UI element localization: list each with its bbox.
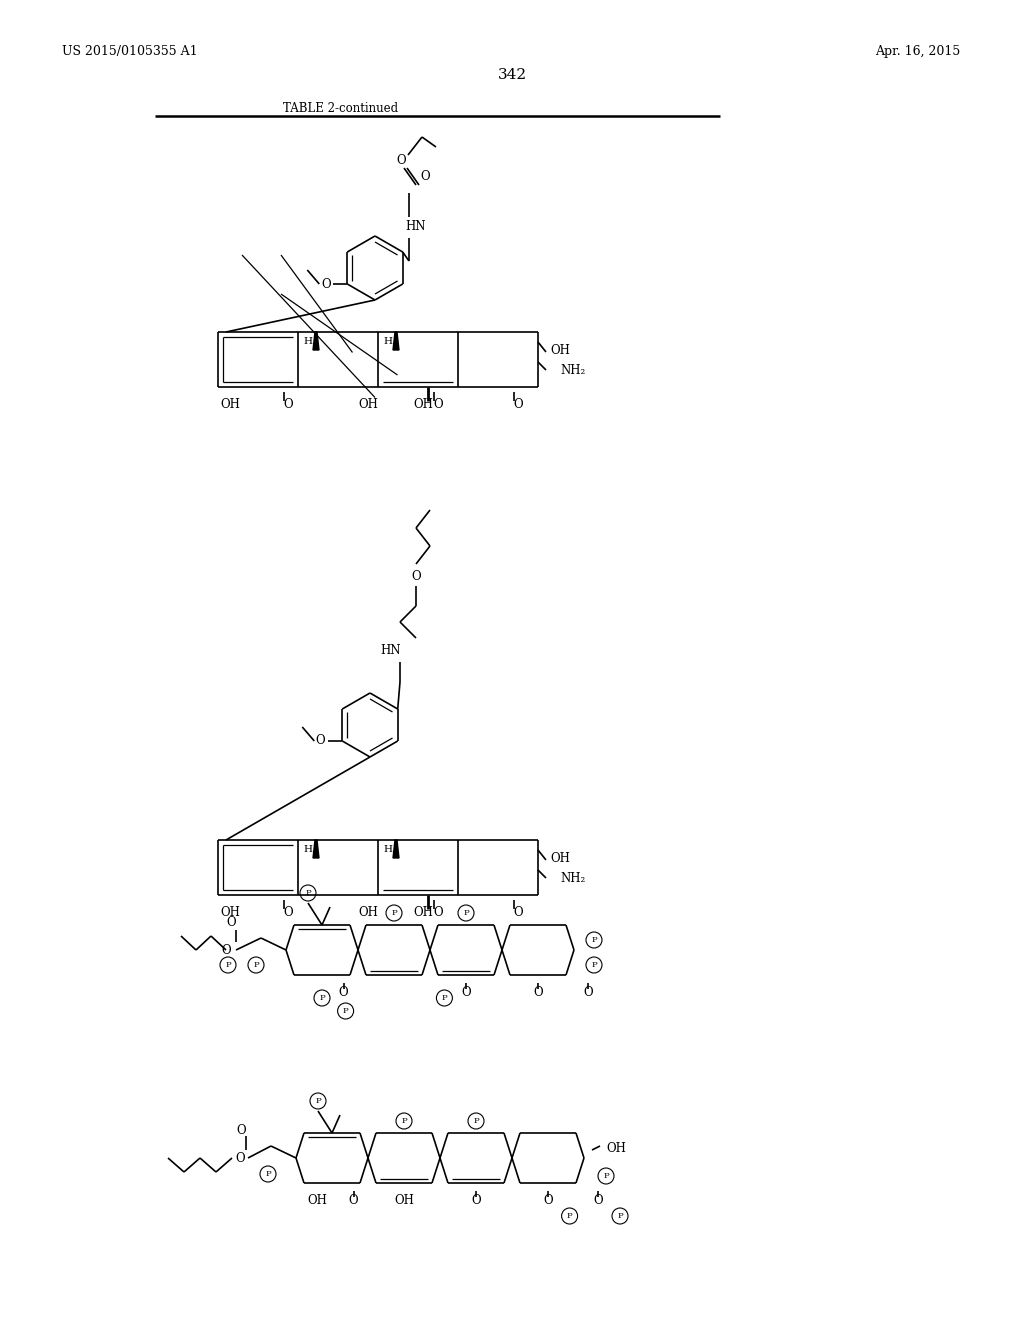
Text: HN: HN [380, 644, 400, 656]
Text: TABLE 2-continued: TABLE 2-continued [283, 102, 398, 115]
Text: O: O [433, 907, 442, 920]
Text: H: H [303, 846, 312, 854]
Text: P: P [225, 961, 230, 969]
Text: O: O [396, 153, 406, 166]
Text: P: P [319, 994, 325, 1002]
Text: O: O [349, 1195, 358, 1208]
Text: O: O [315, 734, 325, 747]
Text: OH: OH [550, 343, 570, 356]
Text: P: P [617, 1212, 623, 1220]
Text: O: O [236, 1151, 245, 1164]
Text: OH: OH [358, 399, 378, 412]
Text: O: O [513, 399, 523, 412]
Text: P: P [315, 1097, 321, 1105]
Polygon shape [313, 840, 319, 858]
Text: O: O [226, 916, 236, 928]
Text: O: O [237, 1123, 246, 1137]
Polygon shape [393, 840, 399, 858]
Text: O: O [543, 1195, 553, 1208]
Text: OH: OH [220, 399, 240, 412]
Text: P: P [591, 961, 597, 969]
Text: OH: OH [307, 1195, 328, 1208]
Text: O: O [584, 986, 593, 999]
Text: HN: HN [406, 220, 426, 234]
Text: P: P [473, 1117, 479, 1125]
Text: OH: OH [220, 907, 240, 920]
Text: O: O [221, 944, 230, 957]
Text: P: P [591, 936, 597, 944]
Text: O: O [284, 907, 293, 920]
Text: P: P [343, 1007, 348, 1015]
Text: NH₂: NH₂ [560, 363, 586, 376]
Text: P: P [603, 1172, 609, 1180]
Text: O: O [420, 170, 430, 183]
Polygon shape [393, 333, 399, 350]
Text: H: H [384, 846, 392, 854]
Text: P: P [567, 1212, 572, 1220]
Text: OH: OH [358, 907, 378, 920]
Text: O: O [471, 1195, 481, 1208]
Text: OH: OH [413, 907, 433, 920]
Text: US 2015/0105355 A1: US 2015/0105355 A1 [62, 45, 198, 58]
Text: O: O [322, 277, 331, 290]
Text: O: O [284, 399, 293, 412]
Text: OH: OH [394, 1195, 414, 1208]
Text: OH: OH [550, 851, 570, 865]
Text: O: O [461, 986, 471, 999]
Text: OH: OH [413, 399, 433, 412]
Text: OH: OH [606, 1142, 626, 1155]
Text: P: P [463, 909, 469, 917]
Text: P: P [253, 961, 259, 969]
Polygon shape [313, 333, 319, 350]
Text: O: O [594, 1195, 603, 1208]
Text: NH₂: NH₂ [560, 871, 586, 884]
Text: P: P [441, 994, 447, 1002]
Text: P: P [265, 1170, 270, 1177]
Text: Apr. 16, 2015: Apr. 16, 2015 [874, 45, 961, 58]
Text: O: O [339, 986, 348, 999]
Text: O: O [513, 907, 523, 920]
Text: H: H [384, 338, 392, 346]
Text: 342: 342 [498, 69, 526, 82]
Text: P: P [401, 1117, 407, 1125]
Text: O: O [433, 399, 442, 412]
Text: P: P [391, 909, 397, 917]
Text: H: H [303, 338, 312, 346]
Text: O: O [534, 986, 543, 999]
Text: O: O [412, 570, 421, 583]
Text: P: P [305, 888, 311, 898]
